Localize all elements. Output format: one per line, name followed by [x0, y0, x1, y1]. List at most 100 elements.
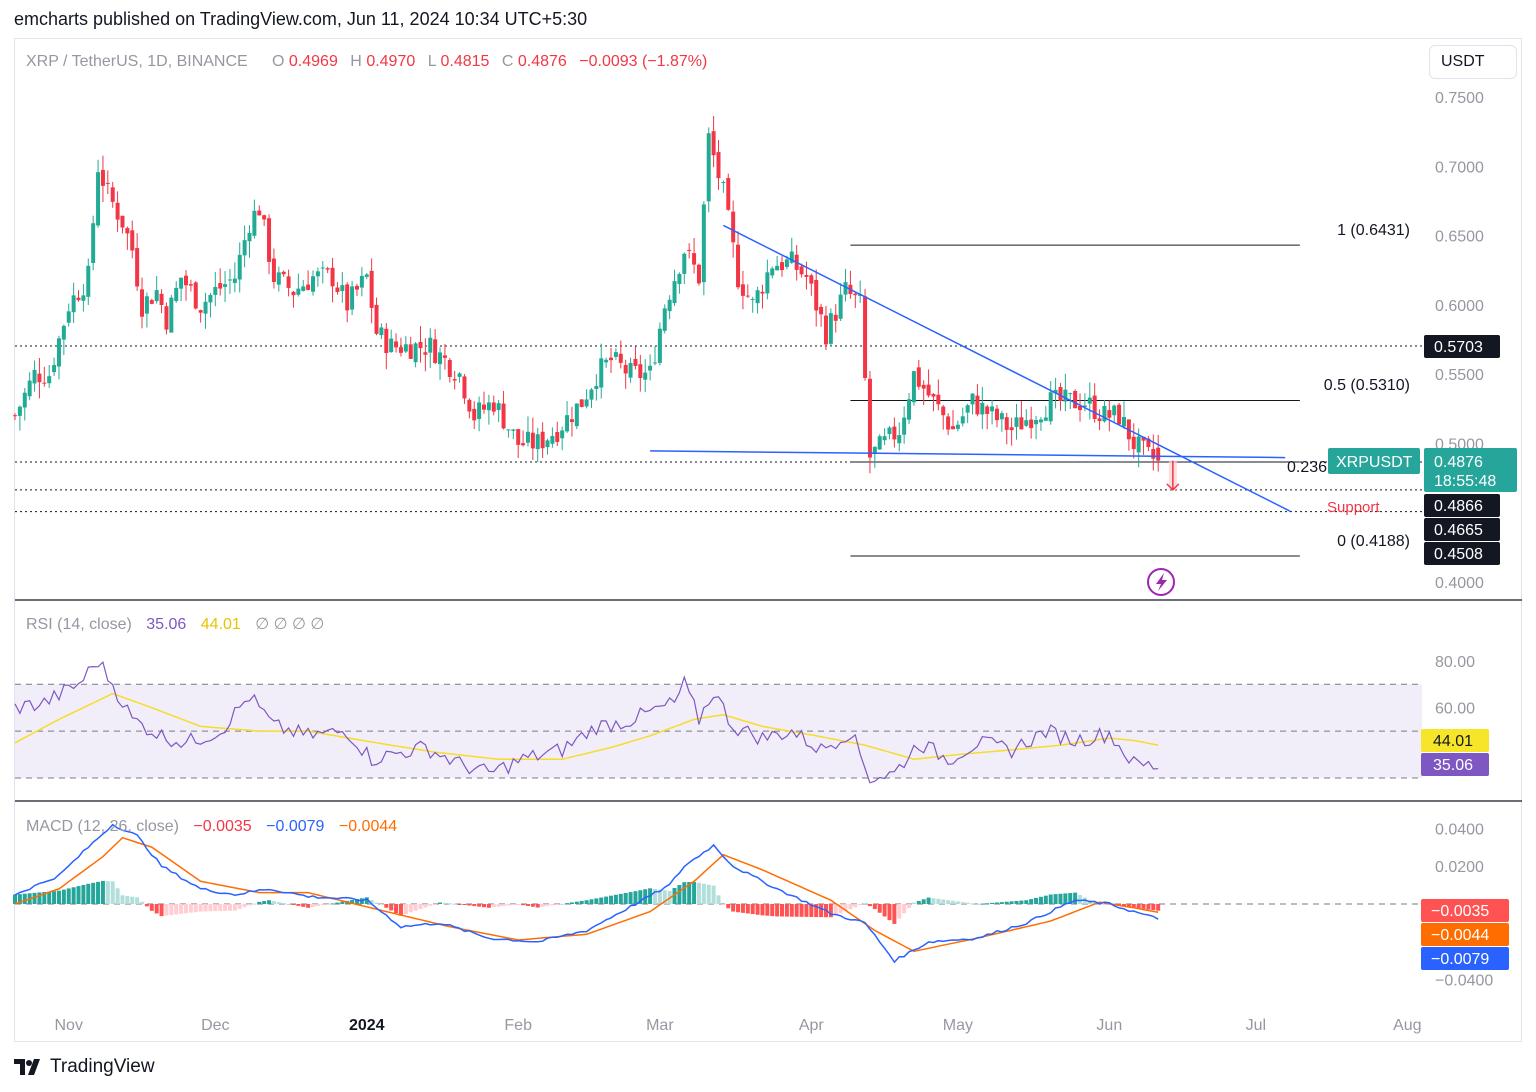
macd-histogram-bar: [682, 882, 687, 904]
candle: [990, 400, 995, 425]
candle: [799, 263, 804, 278]
candle-body: [863, 296, 868, 379]
candle-body: [662, 308, 667, 331]
level-tag-1: 0.4866: [1424, 494, 1500, 517]
rsi-ma-tag: 44.01: [1421, 729, 1489, 752]
macd-histogram-bar: [662, 890, 667, 904]
time-axis-tick: Nov: [55, 1017, 83, 1034]
candle: [86, 258, 91, 306]
legend-low: 0.4815: [440, 53, 489, 70]
tradingview-logo-text: TradingView: [50, 1056, 155, 1077]
lightning-event-icon[interactable]: [1147, 568, 1175, 596]
macd-histogram-bar: [882, 904, 887, 917]
candle-body: [96, 172, 101, 226]
candle-body: [594, 385, 599, 389]
candle-body: [472, 408, 477, 421]
candle: [745, 284, 750, 298]
candle: [213, 271, 218, 307]
candle-body: [140, 289, 145, 317]
candle: [692, 237, 697, 274]
candle: [628, 357, 633, 383]
candle: [994, 404, 999, 428]
currency-button[interactable]: USDT: [1429, 45, 1517, 79]
tradingview-logo[interactable]: TradingView: [14, 1056, 155, 1078]
level-tag-2-text: 0.4665: [1434, 522, 1483, 539]
macd-histogram-bar: [990, 902, 995, 904]
candle: [457, 371, 462, 383]
macd-histogram-bar: [780, 904, 785, 917]
candle: [22, 387, 27, 421]
candle-body: [589, 389, 594, 400]
candle-body: [770, 268, 775, 276]
candle: [501, 390, 506, 430]
candle-body: [1029, 419, 1034, 429]
candle-body: [115, 202, 120, 220]
candle-body: [257, 210, 262, 216]
time-axis-tick: Aug: [1393, 1017, 1421, 1034]
macd-histogram-bar: [86, 883, 91, 904]
macd-histogram-bar: [306, 904, 311, 908]
candle-body: [696, 264, 701, 284]
macd-histogram-bar: [467, 904, 472, 906]
candle-body: [120, 215, 125, 228]
macd-histogram-bar: [1009, 901, 1014, 904]
candle: [672, 269, 677, 306]
candle: [242, 225, 247, 268]
macd-histogram-bar: [1156, 904, 1161, 911]
macd-histogram-bar: [1146, 904, 1151, 910]
candle: [574, 403, 579, 430]
macd-histogram-bar: [188, 904, 193, 913]
macd-histogram-bar: [1126, 904, 1131, 908]
candle-body: [291, 291, 296, 296]
candle: [135, 233, 140, 291]
rsi-value-tag-text: 35.06: [1433, 757, 1473, 774]
macd-histogram-bar: [1038, 896, 1043, 904]
candle-body: [32, 369, 37, 384]
candle: [960, 407, 965, 427]
macd-histogram-bar: [579, 900, 584, 904]
candle: [91, 215, 96, 271]
macd-histogram-bar: [887, 904, 892, 921]
macd-histogram-bar: [32, 892, 37, 904]
macd-histogram-bar: [633, 891, 638, 904]
candle-body: [931, 394, 936, 397]
candle-body: [731, 211, 736, 243]
candle: [276, 266, 281, 292]
candle: [1097, 409, 1102, 431]
candle: [140, 277, 145, 329]
macd-histogram-bar: [740, 904, 745, 913]
candle-body: [985, 406, 990, 414]
macd-histogram-bar: [193, 904, 198, 913]
macd-histogram-bar: [1151, 904, 1156, 911]
legend-close-label: C: [502, 53, 514, 70]
candle: [765, 259, 770, 300]
candle: [667, 295, 672, 320]
candle-body: [203, 301, 208, 314]
macd-histogram-bar: [120, 895, 125, 904]
candle: [1146, 436, 1151, 452]
candle-body: [227, 279, 232, 281]
candle-body: [262, 215, 267, 220]
macd-histogram-bar: [257, 901, 262, 904]
macd-histogram-bar: [223, 904, 228, 911]
level-tag-3-text: 0.4508: [1434, 546, 1483, 563]
macd-histogram-bar: [540, 904, 545, 907]
macd-histogram-bar: [525, 904, 530, 906]
candle: [315, 267, 320, 287]
candle: [1034, 416, 1039, 440]
candle: [1117, 403, 1122, 426]
candle-body: [13, 415, 17, 417]
macd-histogram-bar: [789, 904, 794, 917]
candle-body: [135, 248, 140, 287]
macd-histogram-bar: [237, 904, 242, 909]
candle-body: [379, 327, 384, 336]
candle: [37, 357, 42, 399]
candle-body: [638, 364, 643, 379]
rsi-axis-tick: 80.00: [1435, 654, 1475, 671]
candle-body: [213, 286, 218, 295]
candle-body: [555, 432, 560, 442]
macd-histogram-bar: [736, 904, 741, 913]
candle-body: [1048, 392, 1053, 422]
candle: [1048, 381, 1053, 425]
